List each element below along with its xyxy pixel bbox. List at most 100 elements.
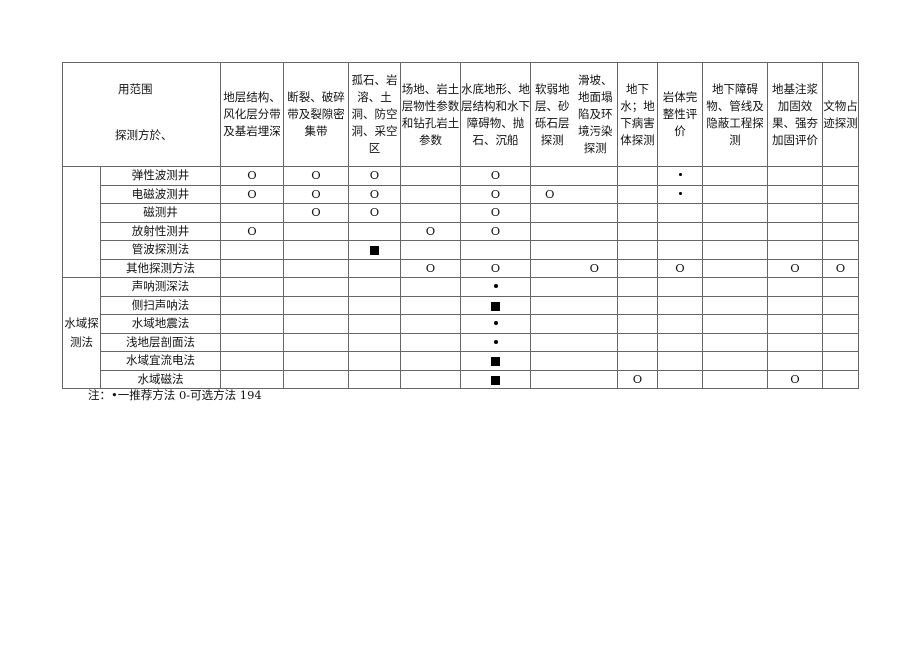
mark-cell: O [460,203,531,223]
mark-cell [460,240,531,260]
corner-top-label: 用范围 [118,82,153,96]
optional-mark: O [247,168,257,183]
mark-cell: O [657,258,703,278]
mark-cell: O [348,203,401,223]
optional-mark: O [369,168,380,183]
table-row: 放射性测井 O O O [63,221,859,241]
mark-cell [573,314,618,334]
mark-cell [767,277,823,297]
method-name: 水域地震法 [100,314,221,334]
recommended-dot-icon [493,339,498,344]
mark-cell [530,166,574,186]
mark-cell [400,369,461,389]
mark-cell: O [348,184,401,204]
mark-cell [530,295,574,315]
optional-mark: O [790,371,800,386]
mark-cell [530,221,574,241]
mark-cell [573,369,618,389]
mark-cell [283,351,349,371]
mark-cell: O [460,258,531,278]
table-row: 电磁波测井 O O O O O [63,184,859,204]
corner-header: 用范围 探测方於、 [62,62,221,167]
mark-cell [617,240,658,260]
optional-mark: O [425,260,436,275]
optional-mark: O [425,223,436,238]
table-row: 水域地震法 [63,314,859,334]
mark-cell: O [220,221,284,241]
mark-cell [767,203,823,223]
mark-cell [822,203,859,223]
table-row: 浅地层剖面法 [63,332,859,352]
mark-cell [702,166,768,186]
mark-cell [617,351,658,371]
recommended-dot-icon [678,191,682,195]
table-row: 侧扫声呐法 [63,295,859,315]
mark-cell [822,314,859,334]
mark-cell: O [283,166,349,186]
mark-cell [220,332,284,352]
mark-cell [530,314,574,334]
mark-cell [283,277,349,297]
mark-cell [460,351,531,371]
mark-cell [220,314,284,334]
mark-cell [617,295,658,315]
mark-cell [657,203,703,223]
mark-cell [767,221,823,241]
square-mark-icon [370,246,379,256]
mark-cell [702,369,768,389]
mark-cell [283,258,349,278]
optional-mark: O [490,260,501,275]
recommended-dot-icon [678,173,682,177]
mark-cell [822,221,859,241]
mark-cell [657,295,703,315]
mark-cell [283,314,349,334]
column-header: 地下障碍物、管线及隐蔽工程探测 [702,62,768,167]
mark-cell: O [220,166,284,186]
optional-mark: O [311,186,321,201]
mark-cell [348,369,401,389]
mark-cell [617,277,658,297]
mark-cell [767,184,823,204]
mark-cell [767,166,823,186]
mark-cell [400,240,461,260]
method-name: 放射性测井 [100,221,221,241]
mark-cell [617,166,658,186]
mark-cell [400,314,461,334]
mark-cell [767,314,823,334]
mark-cell: O [822,258,859,278]
column-header: 水底地形、地层结构和水下障碍物、抛石、沉船 [460,62,531,167]
method-name: 弹性波测井 [100,166,221,186]
table-row: 管波探测法 [63,240,859,260]
mark-cell: O [400,221,461,241]
mark-cell [460,369,531,389]
mark-cell [702,314,768,334]
table-row: 水域磁法 O O [63,369,859,389]
mark-cell [348,258,401,278]
mark-cell [657,351,703,371]
method-name: 水域宜流电法 [100,351,221,371]
mark-cell [460,332,531,352]
mark-cell [617,221,658,241]
optional-mark: O [490,168,501,183]
method-name: 侧扫声呐法 [100,295,221,315]
method-name: 电磁波测井 [100,184,221,204]
mark-cell [220,277,284,297]
optional-mark: O [369,186,380,201]
optional-mark: O [247,223,257,238]
mark-cell [530,351,574,371]
optional-mark: O [835,260,846,275]
optional-mark: O [311,168,321,183]
column-header: 软弱地层、砂砾石层探测 [530,62,574,167]
mark-cell: O [460,221,531,241]
table-row: 其他探测方法 O O O O O O [63,258,859,278]
mark-cell: O [530,184,574,204]
method-applicability-table: 用范围 探测方於、 地层结构、风化层分带及基岩埋深 断裂、破碎带及裂隙密集带 孤… [62,62,859,389]
mark-cell [220,240,284,260]
mark-cell [573,166,618,186]
mark-cell [822,166,859,186]
mark-cell [617,314,658,334]
mark-cell: O [573,258,618,278]
square-mark-icon [491,357,500,367]
mark-cell [767,240,823,260]
mark-cell [348,240,401,260]
